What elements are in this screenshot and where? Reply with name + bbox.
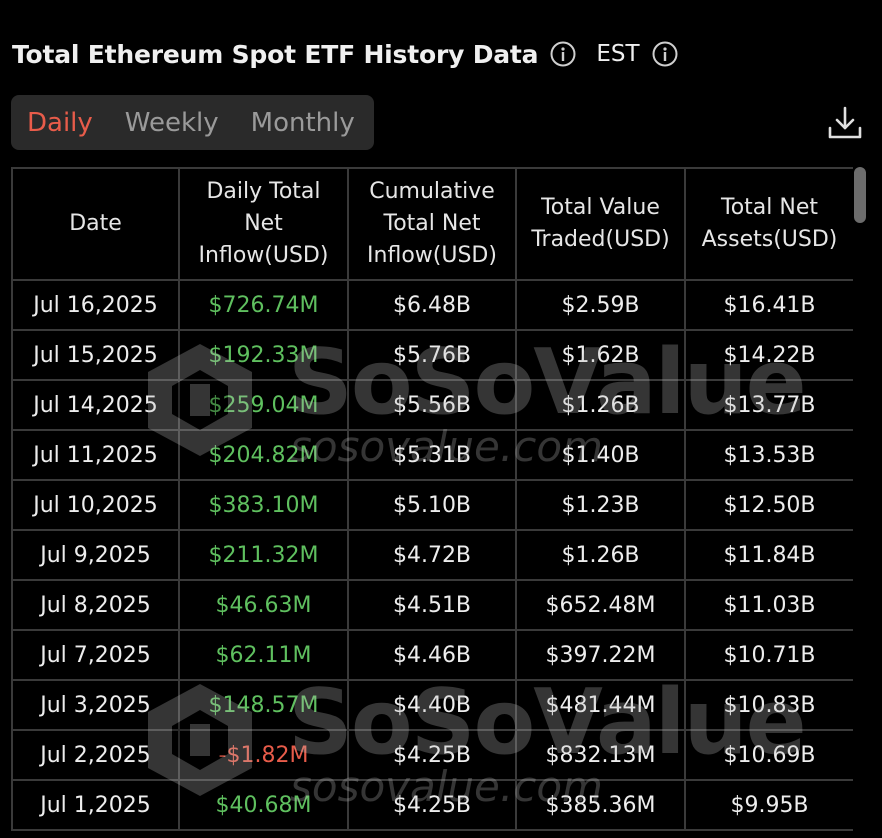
cell-total-value-traded: $385.36M [515,779,686,831]
column-header-date[interactable]: Date [11,167,180,281]
cell-date: Jul 3,2025 [11,679,180,731]
cell-date: Jul 1,2025 [11,779,180,831]
table-row[interactable]: Jul 11,2025 $204.82M $5.31B $1.40B $13.53B [11,429,853,481]
tab-daily[interactable]: Daily [27,107,93,138]
column-header-cumulative-net-inflow[interactable]: Cumulative Total Net Inflow(USD) [347,167,517,281]
table-row[interactable]: Jul 14,2025 $259.04M $5.56B $1.26B $13.77B [11,379,853,431]
cell-total-value-traded: $397.22M [515,629,686,681]
cell-daily-net-inflow: -$1.82M [178,729,349,781]
column-header-daily-net-inflow[interactable]: Daily Total Net Inflow(USD) [178,167,349,281]
cell-cumulative-net-inflow: $4.51B [347,579,517,631]
cell-cumulative-net-inflow: $5.10B [347,479,517,531]
cell-cumulative-net-inflow: $5.76B [347,329,517,381]
cell-date: Jul 14,2025 [11,379,180,431]
cell-total-value-traded: $1.23B [515,479,686,531]
cell-total-net-assets: $14.22B [684,329,853,381]
table-row[interactable]: Jul 7,2025 $62.11M $4.46B $397.22M $10.71B [11,629,853,681]
cell-date: Jul 15,2025 [11,329,180,381]
cell-cumulative-net-inflow: $4.46B [347,629,517,681]
table-body: Jul 16,2025 $726.74M $6.48B $2.59B $16.41B Ju… [11,279,853,831]
cell-date: Jul 9,2025 [11,529,180,581]
period-tabs: Daily Weekly Monthly [11,95,374,150]
history-table-container: Date Daily Total Net Inflow(USD) Cumulat… [11,167,853,838]
table-row[interactable]: Jul 15,2025 $192.33M $5.76B $1.62B $14.22B [11,329,853,381]
cell-cumulative-net-inflow: $4.25B [347,779,517,831]
table-row[interactable]: Jul 10,2025 $383.10M $5.10B $1.23B $12.50B [11,479,853,531]
cell-total-net-assets: $12.50B [684,479,853,531]
cell-date: Jul 8,2025 [11,579,180,631]
cell-date: Jul 16,2025 [11,279,180,331]
cell-cumulative-net-inflow: $4.25B [347,729,517,781]
cell-total-net-assets: $9.95B [684,779,853,831]
cell-total-net-assets: $16.41B [684,279,853,331]
table-row[interactable]: Jul 8,2025 $46.63M $4.51B $652.48M $11.03B [11,579,853,631]
cell-cumulative-net-inflow: $4.40B [347,679,517,731]
cell-daily-net-inflow: $46.63M [178,579,349,631]
cell-total-value-traded: $1.26B [515,529,686,581]
cell-daily-net-inflow: $192.33M [178,329,349,381]
table-row[interactable]: Jul 2,2025 -$1.82M $4.25B $832.13M $10.69B [11,729,853,781]
timezone-info-icon[interactable] [652,41,678,67]
page-title: Total Ethereum Spot ETF History Data [12,39,539,69]
cell-daily-net-inflow: $259.04M [178,379,349,431]
cell-total-net-assets: $10.71B [684,629,853,681]
cell-daily-net-inflow: $148.57M [178,679,349,731]
cell-total-net-assets: $10.83B [684,679,853,731]
cell-date: Jul 11,2025 [11,429,180,481]
history-table: Date Daily Total Net Inflow(USD) Cumulat… [11,167,853,831]
column-header-total-value-traded[interactable]: Total Value Traded(USD) [515,167,686,281]
cell-daily-net-inflow: $40.68M [178,779,349,831]
header: Total Ethereum Spot ETF History Data EST [12,36,678,72]
table-row[interactable]: Jul 3,2025 $148.57M $4.40B $481.44M $10.83B [11,679,853,731]
cell-total-value-traded: $1.40B [515,429,686,481]
cell-daily-net-inflow: $383.10M [178,479,349,531]
tab-monthly[interactable]: Monthly [250,107,355,138]
cell-total-net-assets: $11.84B [684,529,853,581]
cell-total-net-assets: $11.03B [684,579,853,631]
table-header-row: Date Daily Total Net Inflow(USD) Cumulat… [11,167,853,281]
cell-cumulative-net-inflow: $5.31B [347,429,517,481]
cell-total-net-assets: $13.77B [684,379,853,431]
scrollbar[interactable] [852,167,866,838]
cell-date: Jul 2,2025 [11,729,180,781]
cell-date: Jul 10,2025 [11,479,180,531]
cell-daily-net-inflow: $726.74M [178,279,349,331]
cell-total-value-traded: $1.62B [515,329,686,381]
table-row[interactable]: Jul 1,2025 $40.68M $4.25B $385.36M $9.95B [11,779,853,831]
cell-cumulative-net-inflow: $4.72B [347,529,517,581]
cell-cumulative-net-inflow: $6.48B [347,279,517,331]
info-icon[interactable] [550,41,576,67]
cell-total-value-traded: $652.48M [515,579,686,631]
timezone-label: EST [596,41,640,67]
table-row[interactable]: Jul 9,2025 $211.32M $4.72B $1.26B $11.84B [11,529,853,581]
cell-total-value-traded: $481.44M [515,679,686,731]
cell-date: Jul 7,2025 [11,629,180,681]
column-header-total-net-assets[interactable]: Total Net Assets(USD) [684,167,853,281]
table-row[interactable]: Jul 16,2025 $726.74M $6.48B $2.59B $16.41B [11,279,853,331]
cell-daily-net-inflow: $204.82M [178,429,349,481]
cell-total-value-traded: $832.13M [515,729,686,781]
cell-daily-net-inflow: $62.11M [178,629,349,681]
scrollbar-thumb[interactable] [854,167,866,223]
cell-total-value-traded: $1.26B [515,379,686,431]
download-icon[interactable] [826,104,864,142]
tab-weekly[interactable]: Weekly [124,107,219,138]
cell-cumulative-net-inflow: $5.56B [347,379,517,431]
cell-total-net-assets: $13.53B [684,429,853,481]
cell-total-value-traded: $2.59B [515,279,686,331]
cell-daily-net-inflow: $211.32M [178,529,349,581]
cell-total-net-assets: $10.69B [684,729,853,781]
